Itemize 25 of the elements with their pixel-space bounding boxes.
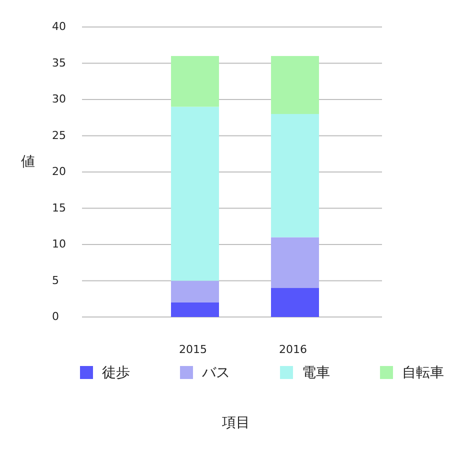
bar [171, 302, 219, 317]
legend-label: 自転車 [402, 364, 444, 381]
bar [271, 288, 319, 317]
y-tick-label: 0 [52, 310, 59, 324]
y-tick-label: 35 [52, 56, 66, 70]
bar [171, 106, 219, 281]
x-tick-label: 2016 [279, 343, 307, 356]
y-tick-label: 20 [52, 165, 66, 178]
bar [271, 56, 319, 114]
bar [171, 56, 219, 107]
x-tick-label: 2015 [179, 343, 207, 356]
y-tick-label: 40 [52, 20, 66, 34]
y-tick-label: 15 [52, 201, 66, 214]
y-axis-title: 値 [21, 154, 35, 170]
x-axis-title: 項目 [221, 414, 250, 431]
bar [271, 237, 319, 288]
legend-label: 電車 [302, 364, 330, 381]
legend-label: バス [201, 364, 230, 381]
legend-label: 徒歩 [102, 364, 130, 381]
y-tick-label: 5 [52, 274, 59, 287]
y-tick-label: 10 [52, 238, 66, 251]
bar [171, 280, 219, 302]
y-tick-label: 25 [52, 128, 66, 142]
y-tick-label: 30 [52, 92, 66, 106]
bar [271, 114, 319, 238]
